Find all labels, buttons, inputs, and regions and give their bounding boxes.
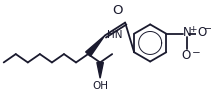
Text: N: N [183, 26, 192, 39]
Text: +: + [189, 25, 196, 34]
Text: O: O [198, 26, 207, 39]
Text: O: O [181, 50, 190, 62]
Text: HN: HN [107, 30, 122, 40]
Text: O: O [112, 4, 123, 17]
Text: OH: OH [92, 81, 108, 91]
Polygon shape [97, 62, 103, 78]
Text: −: − [192, 48, 201, 58]
Polygon shape [86, 36, 105, 56]
Text: −: − [204, 24, 211, 34]
